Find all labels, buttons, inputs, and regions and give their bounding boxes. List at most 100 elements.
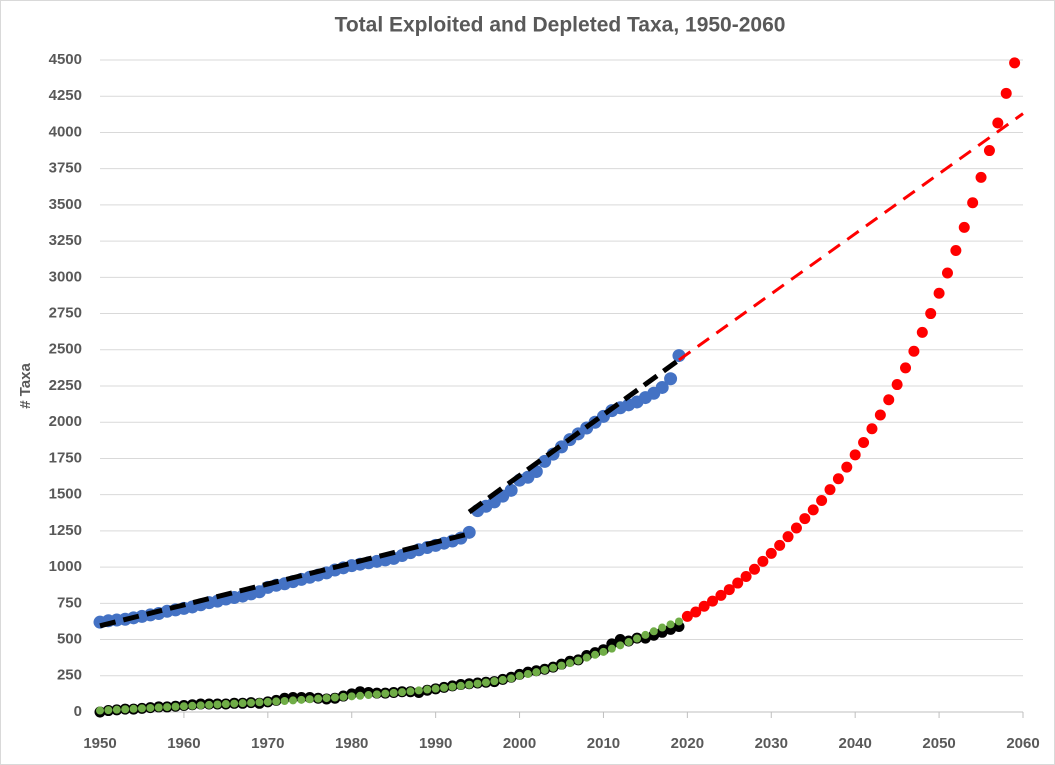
data-point — [883, 394, 895, 406]
y-tick-label: 750 — [57, 594, 82, 611]
data-point — [498, 675, 507, 684]
x-tick-label: 1950 — [83, 735, 116, 752]
chart-title: Total Exploited and Depleted Taxa, 1950-… — [335, 14, 786, 37]
data-point — [263, 697, 272, 706]
data-point — [549, 663, 558, 672]
data-point — [280, 696, 289, 705]
data-point — [633, 634, 642, 643]
trend-line — [99, 531, 470, 629]
y-tick-label: 1250 — [49, 522, 82, 539]
data-point — [414, 686, 423, 695]
data-point — [221, 700, 230, 709]
data-point — [723, 584, 735, 596]
data-point — [504, 483, 518, 497]
y-tick-label: 250 — [57, 667, 82, 684]
data-point — [1009, 57, 1021, 69]
data-point — [179, 702, 188, 711]
y-tick-label: 1000 — [49, 558, 82, 575]
data-point — [674, 617, 683, 626]
data-point — [389, 688, 398, 697]
data-point — [557, 661, 566, 670]
data-point — [782, 531, 794, 543]
data-point — [490, 677, 499, 686]
data-point — [933, 287, 945, 299]
data-point — [774, 539, 786, 551]
data-point — [532, 668, 541, 677]
data-point — [916, 326, 928, 338]
data-point — [481, 678, 490, 687]
data-point — [305, 695, 314, 704]
data-point — [196, 701, 205, 710]
data-point — [163, 703, 172, 712]
data-point — [213, 700, 222, 709]
y-tick-label: 500 — [57, 631, 82, 648]
data-point — [732, 577, 744, 589]
data-point — [205, 700, 214, 709]
trend-line — [678, 112, 1024, 362]
y-axis-label: # Taxa — [17, 363, 34, 409]
x-tick-label: 1990 — [419, 735, 452, 752]
y-tick-label: 4000 — [49, 123, 82, 140]
data-point — [958, 221, 970, 233]
data-point — [582, 653, 591, 662]
data-point — [832, 473, 844, 485]
data-point — [154, 703, 163, 712]
data-point — [364, 691, 373, 700]
data-point — [330, 693, 339, 702]
data-point — [891, 379, 903, 391]
data-point — [607, 644, 616, 653]
data-point — [272, 697, 281, 706]
data-point — [849, 449, 861, 461]
data-point — [230, 699, 239, 708]
data-point — [599, 647, 608, 656]
data-point — [666, 620, 675, 629]
trend-line — [467, 357, 681, 515]
data-point — [238, 699, 247, 708]
data-point — [515, 671, 524, 680]
data-point — [112, 705, 121, 714]
y-tick-label: 3500 — [49, 196, 82, 213]
data-point — [188, 701, 197, 710]
data-point — [816, 494, 828, 506]
data-point — [347, 692, 356, 701]
data-point — [398, 688, 407, 697]
data-point — [824, 484, 836, 496]
y-tick-label: 4250 — [49, 87, 82, 104]
data-point — [423, 685, 432, 694]
data-point — [748, 563, 760, 575]
x-tick-label: 1970 — [251, 735, 284, 752]
data-point — [698, 600, 710, 612]
data-point — [339, 692, 348, 701]
data-point — [658, 623, 667, 632]
data-point — [372, 690, 381, 699]
data-point — [690, 606, 702, 618]
data-point — [507, 674, 516, 683]
data-point — [655, 380, 669, 394]
data-point — [841, 461, 853, 473]
data-point — [322, 694, 331, 703]
y-tick-label: 1750 — [49, 449, 82, 466]
data-point — [983, 145, 995, 157]
data-point — [908, 345, 920, 357]
data-point — [664, 372, 678, 386]
data-point — [765, 547, 777, 559]
data-point — [247, 698, 256, 707]
y-tick-label: 3000 — [49, 268, 82, 285]
data-point — [314, 694, 323, 703]
data-point — [297, 695, 306, 704]
data-point — [799, 513, 811, 525]
y-tick-label: 2500 — [49, 341, 82, 358]
data-point — [641, 630, 650, 639]
data-point — [465, 680, 474, 689]
x-tick-label: 2000 — [503, 735, 536, 752]
y-tick-label: 2750 — [49, 305, 82, 322]
data-point — [790, 522, 802, 534]
x-tick-label: 2020 — [671, 735, 704, 752]
x-tick-label: 2010 — [587, 735, 620, 752]
data-point — [807, 504, 819, 516]
data-point — [462, 525, 476, 539]
data-point — [616, 641, 625, 650]
data-point — [121, 705, 130, 714]
data-point — [96, 706, 104, 715]
data-point — [406, 687, 415, 696]
